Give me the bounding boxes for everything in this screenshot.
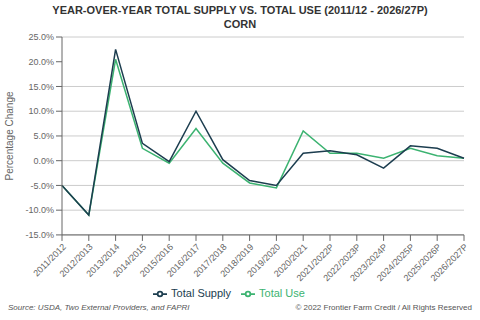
svg-text:2011/2012: 2011/2012 (31, 241, 68, 279)
svg-text:0.0%: 0.0% (33, 156, 54, 166)
svg-text:2017/2018: 2017/2018 (191, 241, 229, 279)
html-text:Total Use: Total Use (259, 286, 305, 299)
svg-text:5.0%: 5.0% (33, 131, 54, 141)
html-text:Source: USDA, Two External Pro: Source: USDA, Two External Providers, an… (8, 303, 190, 312)
html-text:CORN: CORN (223, 18, 257, 30)
svg-text:-5.0%: -5.0% (30, 181, 54, 191)
svg-text:25.0%: 25.0% (28, 32, 54, 42)
svg-text:10.0%: 10.0% (28, 106, 54, 116)
svg-text:2019/2020: 2019/2020 (245, 241, 283, 279)
svg-text:20.0%: 20.0% (28, 57, 54, 67)
svg-text:2021/2022P: 2021/2022P (294, 241, 336, 284)
svg-text:2020/2021: 2020/2021 (272, 241, 310, 279)
svg-text:2012/2013: 2012/2013 (57, 241, 95, 279)
svg-text:2023/2024P: 2023/2024P (348, 241, 390, 284)
svg-text:15.0%: 15.0% (28, 82, 54, 92)
svg-text:2026/2027P: 2026/2027P (429, 242, 470, 283)
html-text:YEAR-OVER-YEAR TOTAL SUPPLY VS: YEAR-OVER-YEAR TOTAL SUPPLY VS. TOTAL US… (52, 4, 428, 16)
svg-text:2025/2026P: 2025/2026P (401, 241, 444, 284)
html-text:Total Supply: Total Supply (171, 286, 231, 299)
svg-text:2024/2025P: 2024/2025P (374, 241, 417, 284)
html-text:© 2022 Frontier Farm Credit /: © 2022 Frontier Farm Credit / All Rights… (295, 303, 472, 312)
svg-text:Percentage Change: Percentage Change (8, 91, 15, 180)
svg-text:-15.0%: -15.0% (25, 230, 54, 240)
svg-text:2015/2016: 2015/2016 (138, 241, 176, 279)
svg-text:2018/2019: 2018/2019 (218, 241, 256, 279)
svg-text:2016/2017: 2016/2017 (164, 241, 202, 279)
svg-text:2022/2023P: 2022/2023P (321, 241, 363, 284)
svg-text:2014/2015: 2014/2015 (111, 241, 149, 279)
svg-text:-10.0%: -10.0% (25, 205, 54, 215)
svg-text:2013/2014: 2013/2014 (84, 241, 122, 279)
